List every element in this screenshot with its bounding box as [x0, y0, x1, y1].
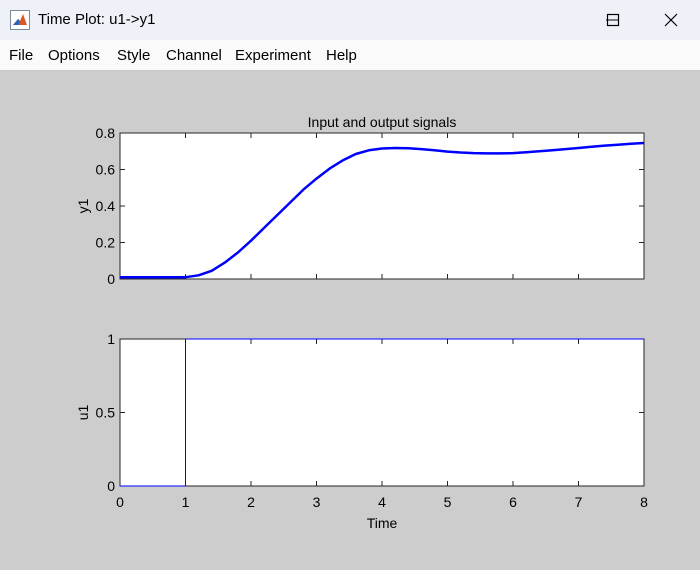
axes-2-ytick-label: 0.5 [96, 405, 116, 421]
axes-2-ylabel: u1 [75, 405, 91, 421]
axes-2-plot-area[interactable] [119, 338, 645, 487]
menu-bar: File Options Style Channel Experiment He… [0, 40, 700, 71]
axes-1-ytick-label: 0.4 [96, 198, 116, 214]
axes-2-series-line-1 [120, 338, 644, 487]
title-bar: Time Plot: u1->y1 [0, 0, 700, 40]
axes-2-xtick-label: 5 [444, 494, 452, 510]
axes-2-xtick-label: 8 [640, 494, 648, 510]
maximize-icon [606, 13, 620, 27]
axes-2-xtick-label: 2 [247, 494, 255, 510]
menu-channel[interactable]: Channel [166, 47, 222, 64]
axes-2-xtick-label: 7 [575, 494, 583, 510]
axes-1-ytick-label: 0.6 [96, 162, 116, 178]
menu-file[interactable]: File [9, 47, 34, 64]
axes-2-xtick-label: 3 [313, 494, 321, 510]
axes-1-ylabel: y1 [75, 198, 91, 213]
axes-1-ytick-label: 0 [107, 271, 115, 287]
menu-help[interactable]: Help [326, 47, 357, 64]
menu-experiment[interactable]: Experiment [235, 47, 311, 64]
close-button[interactable] [643, 0, 699, 40]
close-icon [664, 13, 678, 27]
axes-2-ytick-label: 0 [107, 478, 115, 494]
axes-2-xtick-label: 4 [378, 494, 386, 510]
maximize-button[interactable] [585, 0, 641, 40]
axes-1-plot-area[interactable] [119, 132, 645, 280]
axes-2-ytick-label: 1 [107, 331, 115, 347]
figure-canvas: 0 0.2 0.4 0.6 0.8 Input and output signals y1 0… [75, 114, 648, 531]
axes-1-ytick-label: 0.8 [96, 125, 116, 141]
menu-style[interactable]: Style [117, 47, 151, 64]
axes-1-title: Input and output signals [308, 114, 457, 130]
axes-2-xlabel: Time [367, 515, 398, 531]
matlab-icon [10, 10, 30, 30]
axes-1-series-line-1 [120, 141, 645, 279]
window-title: Time Plot: u1->y1 [38, 11, 156, 28]
menu-options[interactable]: Options [48, 47, 100, 64]
axes-1-ytick-label: 0.2 [96, 235, 116, 251]
axes-2-xtick-label: 0 [116, 494, 124, 510]
axes-2-xtick-label: 6 [509, 494, 517, 510]
axes-2-xtick-label: 1 [182, 494, 190, 510]
